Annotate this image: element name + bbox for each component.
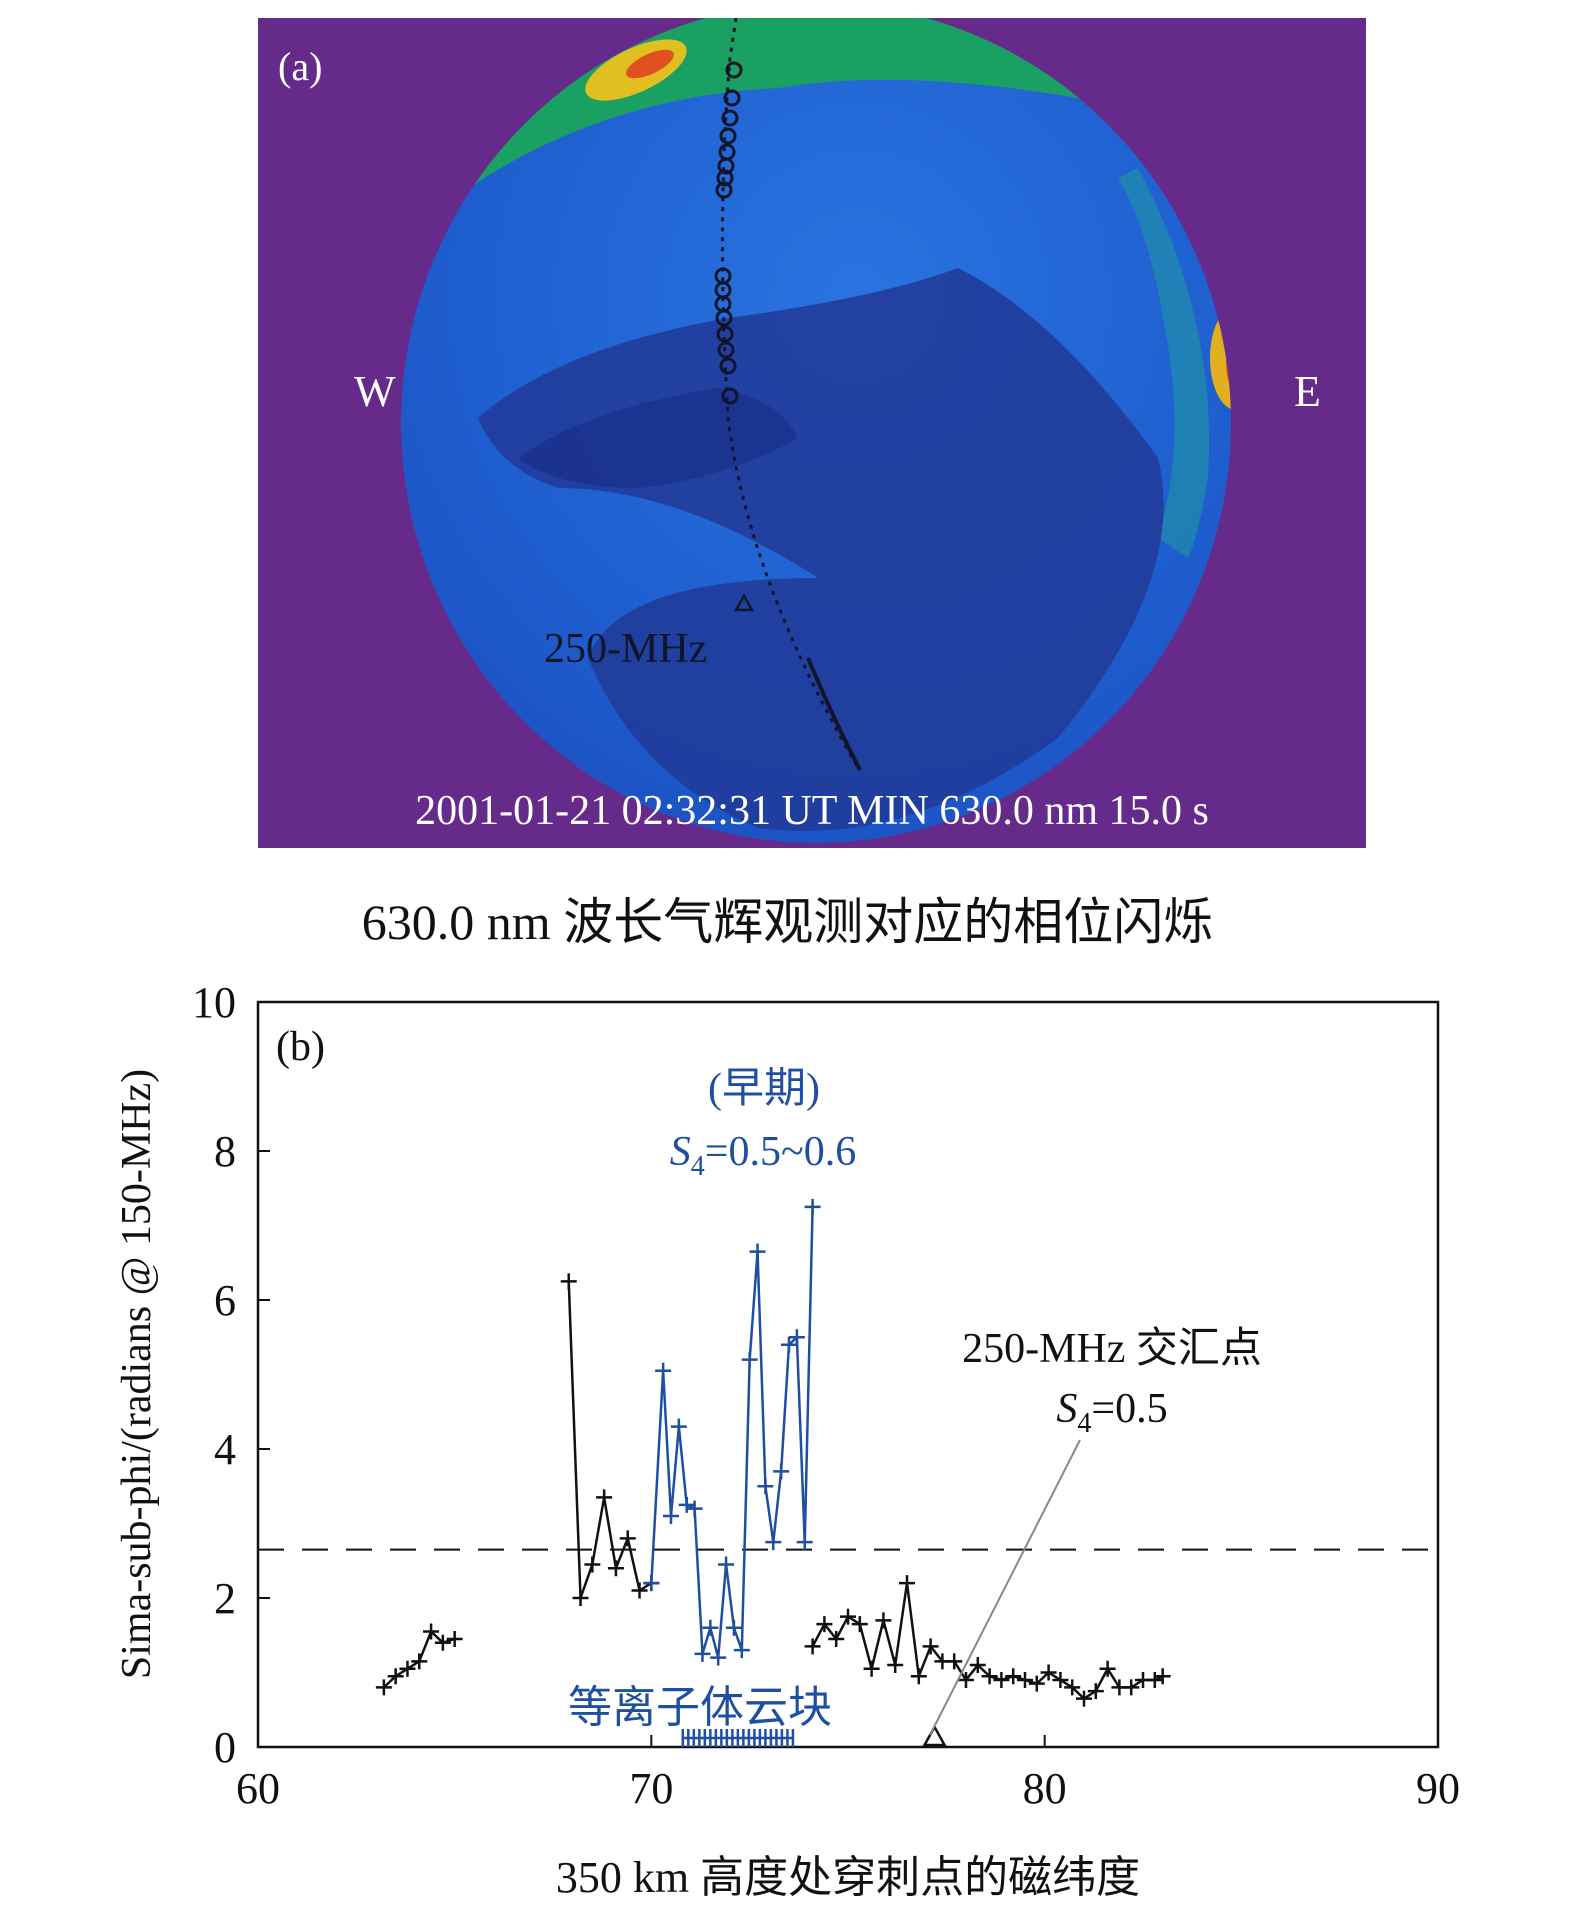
s4-crossing-label: S4=0.5 <box>1056 1386 1167 1439</box>
data-point <box>387 1668 404 1685</box>
panel-b-label: (b) <box>276 1024 325 1070</box>
data-point <box>686 1500 703 1517</box>
data-point <box>765 1534 782 1551</box>
y-tick-label: 6 <box>214 1276 236 1325</box>
data-point <box>804 1198 821 1215</box>
data-point <box>725 1619 742 1636</box>
data-point <box>663 1508 679 1525</box>
data-point <box>1028 1675 1045 1692</box>
airglow-image: (a) W E 250-MHz 2001-01-21 02:32:31 UT M… <box>258 18 1366 848</box>
data-point <box>1064 1679 1081 1696</box>
data-point <box>840 1608 856 1625</box>
x-tick-label: 90 <box>1416 1764 1460 1813</box>
data-point <box>1076 1690 1092 1707</box>
data-point <box>993 1671 1010 1688</box>
data-point <box>946 1653 963 1670</box>
data-point <box>781 1336 797 1353</box>
data-point <box>434 1634 451 1651</box>
data-point <box>596 1489 613 1506</box>
data-point <box>1154 1668 1171 1685</box>
y-tick-label: 2 <box>214 1574 236 1623</box>
data-point <box>1005 1668 1022 1685</box>
data-point <box>757 1478 774 1495</box>
east-label: E <box>1294 367 1321 416</box>
data-point <box>631 1582 648 1599</box>
series-line-3 <box>811 1582 1164 1701</box>
scintillation-chart: 60 70 80 90 0 2 4 6 8 10 (b) (早期) S4=0.5~0.6 250… <box>114 978 1460 1902</box>
data-point <box>584 1556 601 1573</box>
series-line-2 <box>650 1206 814 1658</box>
data-point <box>1017 1671 1033 1688</box>
data-point <box>1087 1683 1104 1700</box>
data-point <box>655 1362 672 1379</box>
data-point <box>1040 1664 1057 1681</box>
data-point <box>749 1243 766 1260</box>
y-tick-label: 4 <box>214 1425 236 1474</box>
data-point <box>922 1638 939 1655</box>
data-point <box>423 1623 440 1640</box>
data-point <box>1146 1671 1163 1688</box>
data-point <box>607 1560 624 1577</box>
plot-frame <box>256 1000 1440 1749</box>
data-point <box>375 1679 392 1696</box>
data-point <box>741 1351 758 1368</box>
x-tick-label: 60 <box>236 1764 280 1813</box>
data-point <box>694 1645 711 1662</box>
panel-a-caption: 630.0 nm 波长气辉观测对应的相位闪烁 <box>361 894 1214 950</box>
data-point <box>899 1575 915 1592</box>
data-point <box>718 1556 735 1573</box>
info-line: 2001-01-21 02:32:31 UT MIN 630.0 nm 15.0… <box>415 788 1209 834</box>
data-point <box>863 1660 880 1677</box>
y-tick-label: 8 <box>214 1127 236 1176</box>
data-point <box>773 1463 790 1480</box>
data-point <box>670 1418 687 1435</box>
data-point <box>969 1657 986 1674</box>
x-tick-label: 80 <box>1023 1764 1067 1813</box>
annotation-leader <box>929 1439 1081 1736</box>
crossing-label: 250-MHz 交汇点 <box>962 1325 1262 1372</box>
data-point <box>804 1638 821 1655</box>
data-point <box>446 1630 463 1647</box>
data-point <box>560 1273 577 1290</box>
data-point <box>796 1534 813 1551</box>
data-point <box>851 1616 868 1633</box>
data-point <box>619 1530 636 1547</box>
data-point <box>788 1329 805 1346</box>
x-axis-label: 350 km 高度处穿刺点的磁纬度 <box>556 1853 1140 1902</box>
early-label: (早期) <box>708 1066 820 1112</box>
crossing-marker <box>922 1724 947 1747</box>
data-point <box>887 1657 904 1674</box>
data-point <box>411 1653 428 1670</box>
data-point <box>1052 1671 1069 1688</box>
data-point <box>733 1642 750 1659</box>
data-point <box>399 1660 416 1677</box>
satellite-track <box>720 18 860 769</box>
observation-circles <box>714 61 743 405</box>
y-tick-label: 10 <box>192 978 236 1027</box>
y-axis-label: Sima-sub-phi/(radians @ 150-MHz) <box>114 1069 160 1679</box>
data-point <box>816 1616 833 1633</box>
data-point <box>828 1630 845 1647</box>
data-point <box>910 1668 927 1685</box>
data-point <box>572 1590 589 1606</box>
marker-label: 250-MHz <box>544 626 707 672</box>
y-tick-label: 0 <box>214 1723 236 1772</box>
cloud-label: 等离子体云块 <box>568 1683 832 1732</box>
data-point <box>958 1671 974 1688</box>
data-point <box>678 1496 695 1513</box>
data-point <box>875 1612 892 1629</box>
x-tick-label: 70 <box>629 1764 673 1813</box>
data-point <box>1123 1679 1140 1696</box>
crossing-triangle <box>733 593 755 612</box>
data-point <box>1099 1660 1116 1677</box>
panel-a-label: (a) <box>278 44 322 89</box>
data-point <box>981 1668 998 1685</box>
series-line-1 <box>567 1281 653 1599</box>
data-point <box>710 1649 727 1666</box>
data-point <box>702 1619 719 1636</box>
west-label: W <box>354 367 396 416</box>
s4-early-label: S4=0.5~0.6 <box>670 1129 856 1182</box>
data-point <box>643 1575 660 1592</box>
